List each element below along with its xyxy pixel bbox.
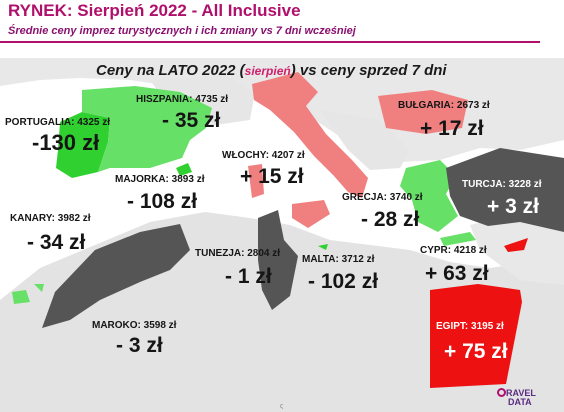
- france-land: [150, 75, 255, 125]
- header-divider: [0, 41, 540, 43]
- morocco-shape: [42, 224, 190, 328]
- label-malta: MALTA: 3712 zł: [302, 254, 375, 265]
- tunisia-shape: [258, 210, 298, 310]
- change-grecja: - 28 zł: [361, 208, 420, 231]
- change-majorka: - 108 zł: [127, 190, 198, 213]
- label-cypr: CYPR: 4218 zł: [420, 245, 487, 256]
- map-title: Ceny na LATO 2022 (sierpień) vs ceny spr…: [96, 62, 447, 79]
- change-egipt: + 75 zł: [444, 340, 508, 363]
- change-bulgaria: + 17 zł: [420, 117, 484, 140]
- change-hiszpania: - 35 zł: [162, 109, 221, 132]
- change-portugalia: -130 zł: [32, 130, 100, 155]
- majorca-shape: [176, 163, 192, 176]
- logo-ring-icon: [497, 388, 506, 397]
- label-hiszpania: HISZPANIA: 4735 zł: [136, 94, 229, 105]
- europe-land: [0, 58, 564, 162]
- page-title: RYNEK: Sierpień 2022 - All Inclusive: [8, 1, 301, 20]
- label-wlochy: WŁOCHY: 4207 zł: [222, 150, 305, 161]
- label-bulgaria: BUŁGARIA: 2673 zł: [398, 100, 490, 111]
- label-turcja: TURCJA: 3228 zł: [462, 179, 542, 190]
- change-cypr: + 63 zł: [425, 262, 489, 285]
- italy-shape: [252, 72, 368, 198]
- traveldata-logo: RAVEL DATA: [497, 388, 536, 407]
- label-egipt: EGIPT: 3195 zł: [436, 321, 504, 332]
- map: [0, 58, 564, 412]
- canary-islands-shape: [12, 284, 44, 304]
- egypt-shape: [430, 284, 522, 388]
- footer-glyph: ς: [280, 403, 284, 410]
- label-tunezja: TUNEZJA: 2804 zł: [195, 248, 281, 259]
- malta-shape: [318, 244, 328, 250]
- cyprus-shape: [504, 238, 528, 252]
- portugal-shape: [56, 112, 110, 178]
- turkey-shape: [446, 148, 564, 232]
- label-portugalia: PORTUGALIA: 4325 zł: [5, 117, 111, 128]
- greece-shape: [400, 160, 458, 232]
- change-tunezja: - 1 zł: [225, 265, 272, 288]
- bulgaria-shape: [378, 90, 468, 134]
- spain-shape: [82, 86, 212, 172]
- greek-islands-shape: [440, 232, 476, 246]
- label-majorka: MAJORKA: 3893 zł: [115, 174, 205, 185]
- sardinia-shape: [248, 164, 264, 198]
- change-maroko: - 3 zł: [116, 334, 163, 357]
- sicily-shape: [292, 200, 330, 228]
- change-kanary: - 34 zł: [27, 231, 86, 254]
- change-wlochy: + 15 zł: [240, 165, 304, 188]
- change-malta: - 102 zł: [308, 270, 379, 293]
- balkans-land: [320, 110, 410, 170]
- label-kanary: KANARY: 3982 zł: [10, 213, 91, 224]
- label-maroko: MAROKO: 3598 zł: [92, 320, 177, 331]
- label-grecja: GRECJA: 3740 zł: [342, 192, 423, 203]
- change-turcja: + 3 zł: [487, 195, 539, 218]
- page-subtitle: Średnie ceny imprez turystycznych i ich …: [8, 25, 356, 37]
